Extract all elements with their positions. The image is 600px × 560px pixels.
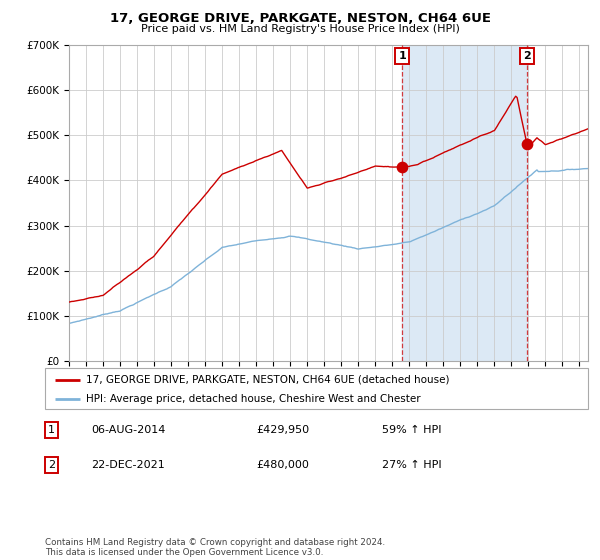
- Text: 1: 1: [48, 425, 55, 435]
- Text: 22-DEC-2021: 22-DEC-2021: [91, 460, 165, 470]
- Text: 2: 2: [48, 460, 55, 470]
- Text: 17, GEORGE DRIVE, PARKGATE, NESTON, CH64 6UE (detached house): 17, GEORGE DRIVE, PARKGATE, NESTON, CH64…: [86, 375, 449, 385]
- Text: 1: 1: [398, 51, 406, 61]
- Point: [397, 162, 407, 171]
- Text: £429,950: £429,950: [257, 425, 310, 435]
- Text: HPI: Average price, detached house, Cheshire West and Chester: HPI: Average price, detached house, Ches…: [86, 394, 421, 404]
- FancyBboxPatch shape: [45, 368, 588, 409]
- Text: 59% ↑ HPI: 59% ↑ HPI: [382, 425, 441, 435]
- Text: 2: 2: [523, 51, 531, 61]
- Point: [522, 140, 532, 149]
- Text: 17, GEORGE DRIVE, PARKGATE, NESTON, CH64 6UE: 17, GEORGE DRIVE, PARKGATE, NESTON, CH64…: [110, 12, 491, 25]
- Bar: [402, 45, 527, 361]
- Text: £480,000: £480,000: [257, 460, 310, 470]
- Text: 27% ↑ HPI: 27% ↑ HPI: [382, 460, 441, 470]
- Text: Price paid vs. HM Land Registry's House Price Index (HPI): Price paid vs. HM Land Registry's House …: [140, 24, 460, 34]
- Text: 06-AUG-2014: 06-AUG-2014: [91, 425, 166, 435]
- Text: Contains HM Land Registry data © Crown copyright and database right 2024.
This d: Contains HM Land Registry data © Crown c…: [45, 538, 385, 557]
